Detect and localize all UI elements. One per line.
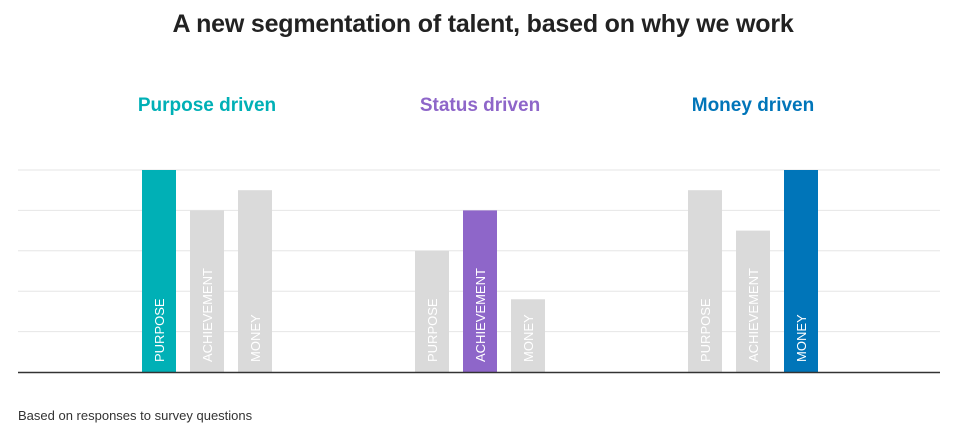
bar-label-1-money: MONEY [248,314,263,362]
bar-label-3-achievement: ACHIEVEMENT [746,268,761,362]
group-label-purpose-driven: Purpose driven [137,95,277,116]
bar-2-money [511,299,545,372]
bar-1-purpose [142,170,176,372]
bar-label-2-achievement: ACHIEVEMENT [473,268,488,362]
bar-3-purpose [688,190,722,372]
bar-label-1-purpose: PURPOSE [152,298,167,362]
bar-2-achievement [463,210,497,372]
bar-label-2-money: MONEY [521,314,536,362]
bar-label-2-purpose: PURPOSE [425,298,440,362]
bar-1-achievement [190,210,224,372]
bar-label-3-purpose: PURPOSE [698,298,713,362]
bar-label-3-money: MONEY [794,314,809,362]
footnote: Based on responses to survey questions [18,408,253,423]
group-label-status-driven: Status driven [419,95,541,116]
bar-1-money [238,190,272,372]
bar-3-achievement [736,230,770,372]
bar-3-money [784,170,818,372]
bar-2-purpose [415,250,449,372]
chart-title: A new segmentation of talent, based on w… [172,10,794,38]
bar-label-1-achievement: ACHIEVEMENT [200,268,215,362]
group-label-money-driven: Money driven [691,95,815,116]
